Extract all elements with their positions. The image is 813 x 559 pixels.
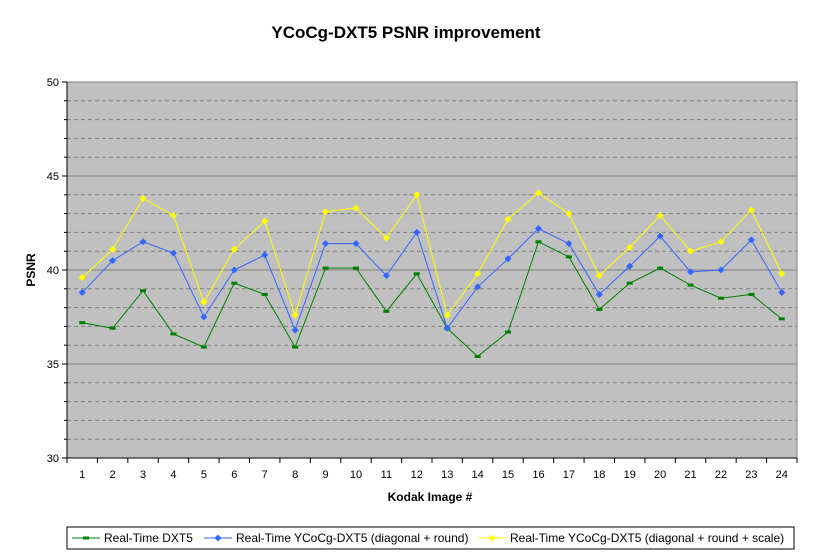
x-tick-label: 20 — [654, 469, 666, 481]
x-tick-label: 13 — [441, 469, 453, 481]
data-point — [78, 289, 86, 297]
data-point — [747, 206, 755, 214]
legend-label: Real-Time DXT5 — [104, 531, 193, 545]
data-point — [382, 272, 390, 280]
data-point — [169, 249, 177, 257]
data-point — [474, 283, 482, 291]
data-point — [169, 211, 177, 219]
data-point — [626, 243, 634, 251]
data-point — [261, 251, 269, 259]
series-1 — [79, 240, 785, 358]
y-tick-label: 50 — [47, 77, 59, 89]
x-tick-label: 8 — [292, 469, 298, 481]
data-point — [261, 217, 269, 225]
data-point — [443, 324, 451, 332]
x-tick-label: 7 — [262, 469, 268, 481]
data-point — [322, 240, 330, 248]
data-point — [139, 195, 147, 203]
x-tick-label: 10 — [350, 469, 362, 481]
data-point — [656, 232, 664, 240]
data-point — [474, 270, 482, 278]
x-tick-label: 14 — [472, 469, 484, 481]
data-point — [352, 204, 360, 212]
data-point — [443, 311, 451, 319]
data-point — [687, 247, 695, 255]
data-point — [656, 211, 664, 219]
x-tick-label: 23 — [745, 469, 757, 481]
x-tick-label: 17 — [563, 469, 575, 481]
data-point — [200, 298, 208, 306]
data-point — [200, 313, 208, 321]
legend-label: Real-Time YCoCg-DXT5 (diagonal + round) — [236, 531, 468, 545]
data-point — [534, 189, 542, 197]
x-tick-label: 5 — [201, 469, 207, 481]
data-point — [504, 255, 512, 263]
data-point — [78, 274, 86, 282]
series-line — [82, 241, 783, 358]
legend-swatch-marker — [214, 534, 222, 542]
x-tick-label: 3 — [140, 469, 146, 481]
x-tick-label: 6 — [231, 469, 237, 481]
data-point — [717, 238, 725, 246]
legend: Real-Time DXT5 Real-Time YCoCg-DXT5 (diag… — [66, 526, 795, 550]
data-point — [291, 326, 299, 334]
data-point — [109, 245, 117, 253]
data-point — [352, 240, 360, 248]
data-point — [717, 266, 725, 274]
chart-title: YCoCg-DXT5 PSNR improvement — [271, 23, 541, 42]
x-tick-label: 9 — [322, 469, 328, 481]
y-tick-label: 45 — [47, 171, 59, 183]
legend-box — [66, 526, 795, 550]
y-tick-label: 30 — [47, 453, 59, 465]
data-point — [230, 245, 238, 253]
series-3 — [78, 189, 786, 319]
x-tick-label: 19 — [624, 469, 636, 481]
x-tick-label: 18 — [593, 469, 605, 481]
x-tick-label: 12 — [411, 469, 423, 481]
x-tick-label: 16 — [532, 469, 544, 481]
x-tick-label: 11 — [381, 469, 392, 481]
data-point — [595, 272, 603, 280]
y-tick-label: 40 — [47, 265, 59, 277]
data-point — [626, 262, 634, 270]
series-2 — [78, 225, 786, 334]
y-tick-label: 35 — [47, 359, 59, 371]
data-point — [139, 238, 147, 246]
x-tick-label: 24 — [776, 469, 788, 481]
data-point — [747, 236, 755, 244]
x-tick-label: 21 — [684, 469, 696, 481]
data-point — [565, 240, 573, 248]
data-point — [504, 215, 512, 223]
data-point — [687, 268, 695, 276]
data-point — [109, 257, 117, 265]
x-axis-label: Kodak Image # — [388, 490, 473, 504]
data-point — [230, 266, 238, 274]
legend-label: Real-Time YCoCg-DXT5 (diagonal + round +… — [510, 531, 784, 545]
x-tick-label: 4 — [170, 469, 176, 481]
x-tick-label: 15 — [502, 469, 514, 481]
data-point — [534, 225, 542, 233]
x-tick-label: 1 — [79, 469, 85, 481]
data-point — [413, 191, 421, 199]
x-tick-label: 22 — [715, 469, 727, 481]
y-axis-label: PSNR — [24, 253, 38, 287]
data-point — [565, 210, 573, 218]
data-point — [595, 290, 603, 298]
series-line — [81, 228, 783, 332]
data-point — [322, 208, 330, 216]
data-point — [291, 311, 299, 319]
legend-swatch-marker — [488, 534, 496, 542]
data-point — [382, 234, 390, 242]
data-point — [778, 270, 786, 278]
data-point — [413, 228, 421, 236]
series-line — [81, 192, 783, 317]
x-tick-label: 2 — [110, 469, 116, 481]
data-point — [778, 289, 786, 297]
